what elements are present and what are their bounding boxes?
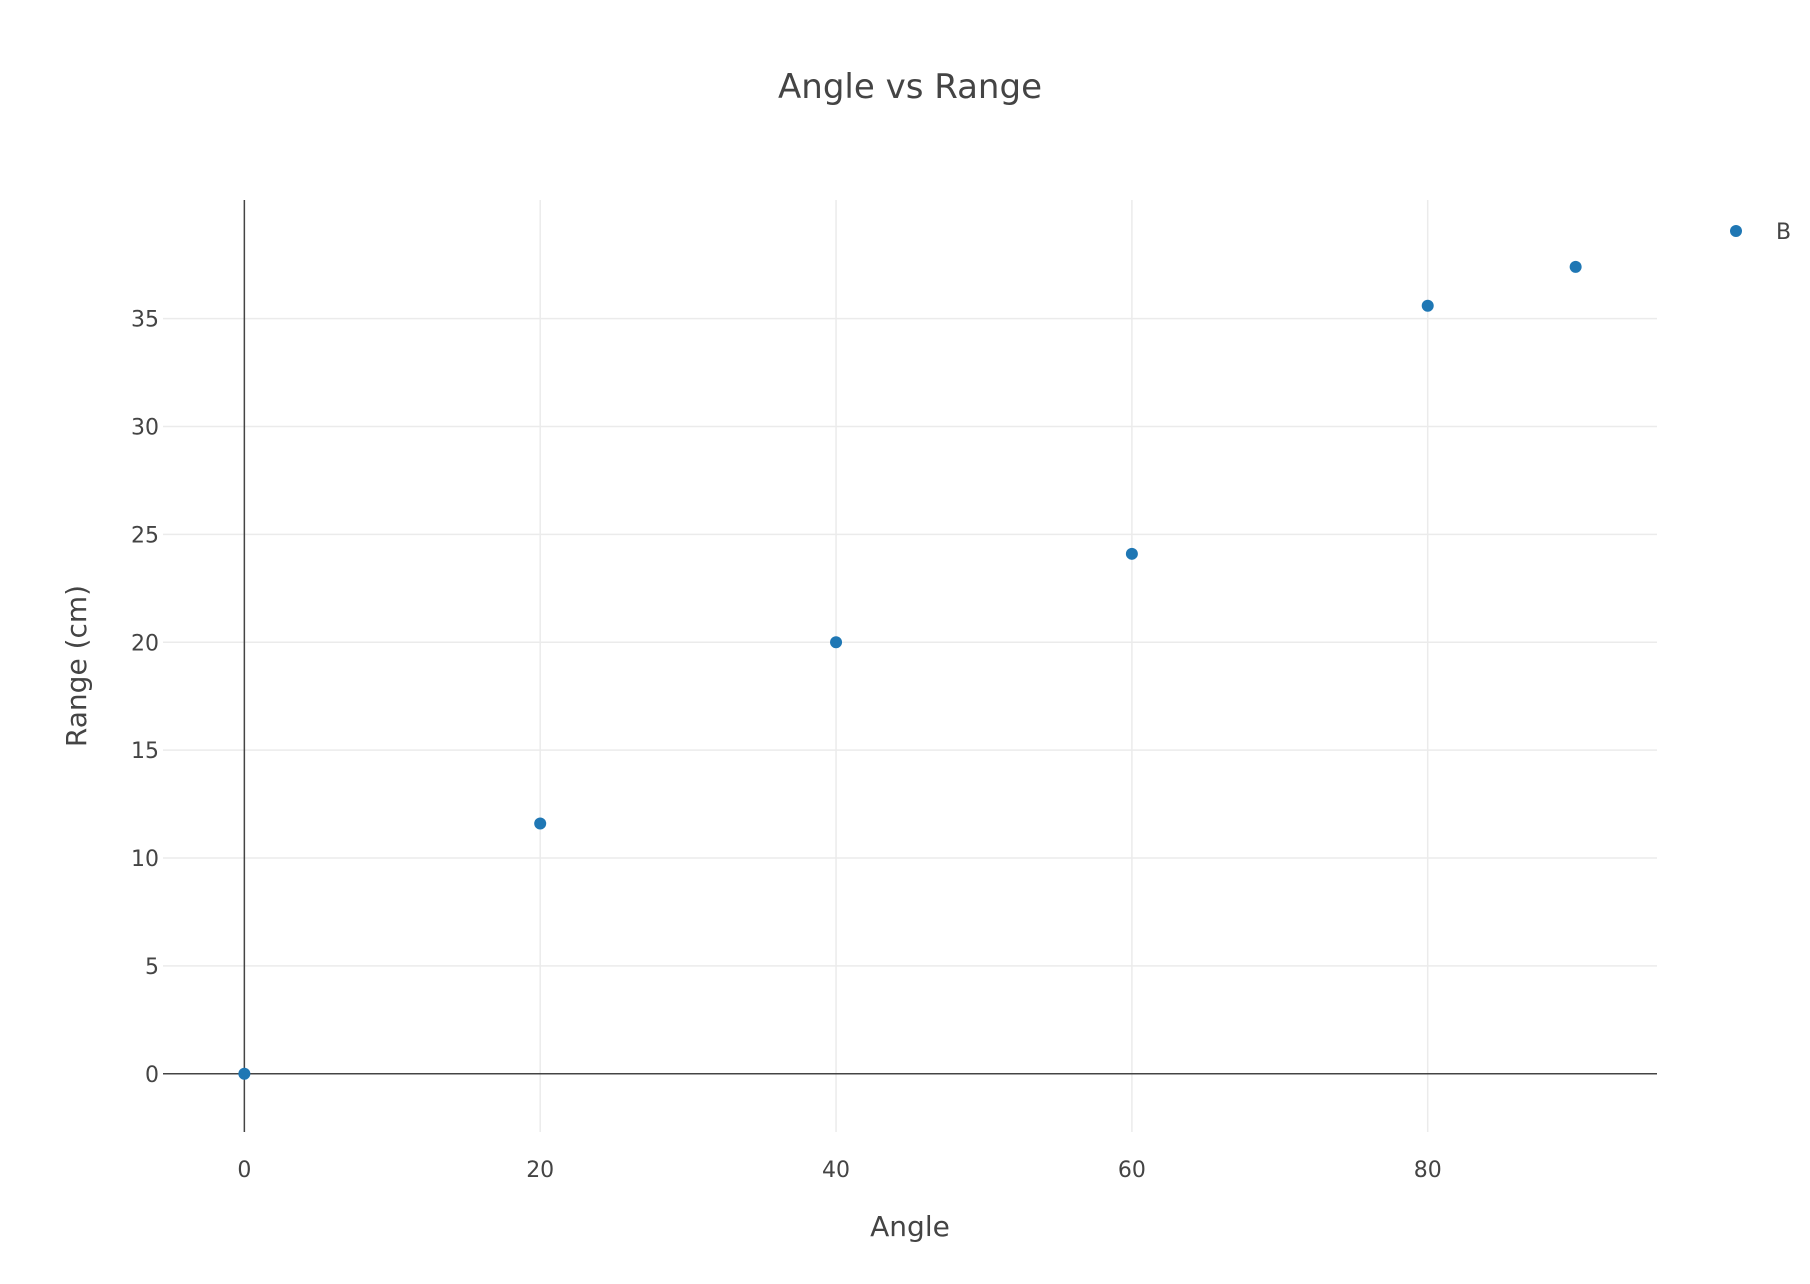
grid	[163, 200, 1657, 1132]
x-tick-label: 20	[526, 1158, 554, 1183]
y-tick-label: 0	[145, 1063, 159, 1088]
x-tick-label: 0	[237, 1158, 251, 1183]
data-point[interactable]	[238, 1067, 251, 1080]
plot-area	[238, 260, 1582, 1080]
legend-marker[interactable]	[1730, 225, 1742, 237]
tick-labels: 0 20 40 60 80 0 5 10 15 20 25 30 35	[131, 308, 1442, 1183]
chart-title: Angle vs Range	[778, 67, 1042, 107]
y-tick-label: 35	[131, 308, 159, 333]
y-tick-label: 20	[131, 631, 159, 656]
x-axis-title: Angle	[870, 1210, 950, 1243]
y-axis-title: Range (cm)	[60, 585, 93, 747]
data-point[interactable]	[534, 817, 547, 830]
data-point[interactable]	[1421, 299, 1434, 312]
data-point[interactable]	[1125, 547, 1138, 560]
x-tick-label: 60	[1118, 1158, 1146, 1183]
y-tick-label: 25	[131, 523, 159, 548]
legend[interactable]: B	[1730, 220, 1791, 245]
y-tick-label: 10	[131, 847, 159, 872]
data-point[interactable]	[830, 636, 843, 649]
legend-label[interactable]: B	[1776, 220, 1791, 245]
x-tick-label: 40	[822, 1158, 850, 1183]
y-tick-label: 5	[145, 955, 159, 980]
y-tick-label: 30	[131, 416, 159, 441]
axes	[163, 200, 1657, 1132]
y-tick-label: 15	[131, 739, 159, 764]
data-point[interactable]	[1569, 260, 1582, 273]
x-tick-label: 80	[1414, 1158, 1442, 1183]
